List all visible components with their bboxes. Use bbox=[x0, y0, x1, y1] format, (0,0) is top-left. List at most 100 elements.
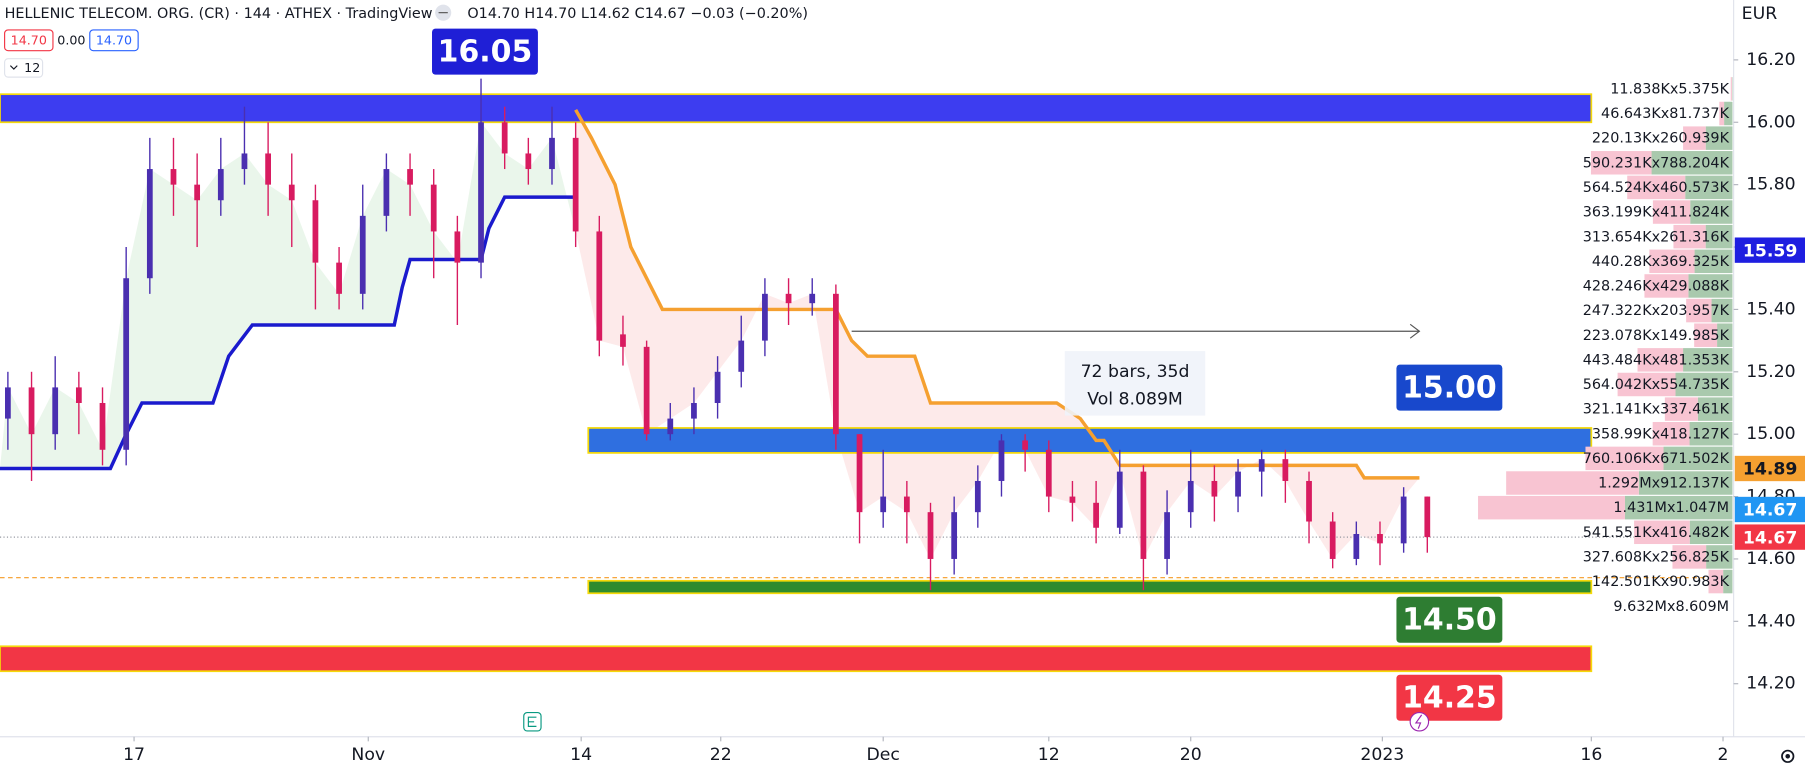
dividend-icon[interactable] bbox=[1409, 711, 1430, 732]
vp-buy bbox=[1705, 126, 1733, 150]
candle-body bbox=[312, 200, 319, 263]
x-tick-label: 14 bbox=[570, 745, 592, 765]
price-axis-bg bbox=[1733, 0, 1805, 773]
vp-sell bbox=[1634, 520, 1690, 545]
candle-body bbox=[288, 184, 295, 201]
candle-body bbox=[667, 418, 674, 435]
bid: 14.70 bbox=[11, 32, 47, 47]
y-tick-label: 14.60 bbox=[1746, 549, 1795, 569]
measure-arrow bbox=[1409, 323, 1421, 339]
candle-body bbox=[596, 231, 603, 341]
candle-body bbox=[1164, 512, 1170, 559]
y-tick-label: 16.20 bbox=[1746, 50, 1795, 70]
y-tick-label: 15.00 bbox=[1746, 424, 1795, 444]
ohlc-values: O14.70 H14.70 L14.62 C14.67 −0.03 (−0.20… bbox=[467, 6, 808, 22]
x-tick-label: 2023 bbox=[1360, 745, 1404, 765]
candle-body bbox=[1258, 459, 1265, 472]
zone-label-box bbox=[1396, 364, 1503, 411]
vp-label: 247.322Kx203.957K bbox=[1583, 303, 1730, 319]
price-tag-label: 15.59 bbox=[1743, 241, 1798, 261]
vp-buy bbox=[1731, 77, 1733, 101]
vp-sell bbox=[1652, 200, 1691, 224]
price-tag bbox=[1734, 455, 1805, 482]
candle-body bbox=[1377, 533, 1383, 544]
candle-body bbox=[1424, 496, 1431, 538]
vp-label: 541.551Kx416.482K bbox=[1583, 525, 1730, 541]
x-tick-label: Nov bbox=[351, 745, 385, 765]
vp-sell bbox=[1649, 249, 1695, 274]
vp-label: 313.654Kx261.316K bbox=[1583, 229, 1730, 245]
candle-body bbox=[217, 169, 224, 201]
candle-body bbox=[430, 184, 437, 232]
vp-sell bbox=[1478, 495, 1625, 520]
indicators-toggle[interactable] bbox=[4, 58, 44, 78]
candle-body bbox=[170, 169, 177, 185]
supertrend-line bbox=[0, 195, 576, 471]
x-tick-label: 2 bbox=[1718, 745, 1729, 765]
price-tag-label: 14.67 bbox=[1743, 528, 1798, 548]
zone-label-box bbox=[432, 28, 538, 75]
candle-body bbox=[738, 340, 745, 372]
bid-box[interactable] bbox=[4, 29, 54, 52]
vp-buy bbox=[1711, 298, 1733, 323]
vp-buy bbox=[1663, 446, 1733, 471]
earnings-icon[interactable] bbox=[523, 711, 542, 732]
vp-buy bbox=[1689, 520, 1733, 545]
x-tick-label: 17 bbox=[123, 745, 145, 765]
settings-icon[interactable] bbox=[1781, 749, 1795, 763]
symbol-title[interactable]: HELLENIC TELECOM. ORG. (CR) · 144 · ATHE… bbox=[5, 6, 433, 22]
zone bbox=[587, 579, 1593, 595]
candle-body bbox=[1116, 471, 1123, 528]
vp-buy bbox=[1683, 348, 1733, 372]
measure-label: Vol 8.089M bbox=[1087, 389, 1183, 409]
candle-body bbox=[75, 387, 82, 403]
candle-body bbox=[99, 402, 106, 450]
vp-sell bbox=[1730, 77, 1732, 101]
vp-label: 358.99Kx418.127K bbox=[1592, 426, 1730, 442]
x-tick-label: 16 bbox=[1580, 745, 1602, 765]
vp-label: 11.838Kx5.375K bbox=[1610, 81, 1729, 97]
vp-buy bbox=[1685, 175, 1733, 200]
candle-body bbox=[383, 169, 390, 216]
ask: 14.70 bbox=[96, 32, 132, 47]
currency[interactable]: EUR bbox=[1742, 4, 1778, 24]
x-tick-label: 12 bbox=[1038, 745, 1060, 765]
price-tag bbox=[1734, 524, 1805, 550]
candle-body bbox=[1306, 480, 1312, 522]
vp-label: 321.141Kx337.461K bbox=[1583, 402, 1730, 418]
y-tick-label: 15.20 bbox=[1746, 362, 1795, 382]
vp-label: 440.28Kx369.325K bbox=[1592, 254, 1730, 270]
candle-body bbox=[643, 346, 650, 435]
candle-body bbox=[359, 215, 366, 294]
candle-body bbox=[52, 387, 59, 435]
vp-label: 760.106Kx671.502K bbox=[1583, 451, 1730, 467]
candle-body bbox=[5, 387, 11, 419]
vp-buy bbox=[1624, 495, 1733, 520]
zone-label-box bbox=[1396, 674, 1503, 721]
vp-label: 1.292Mx912.137K bbox=[1598, 476, 1730, 492]
vp-sell bbox=[1719, 101, 1725, 126]
candle-body bbox=[762, 293, 768, 341]
zone-label-box bbox=[1396, 596, 1503, 643]
candle-body bbox=[1400, 496, 1407, 544]
vp-sell bbox=[1664, 397, 1698, 421]
candle-body bbox=[478, 122, 484, 263]
vp-label: 564.042Kx554.735K bbox=[1583, 377, 1730, 393]
ask-box[interactable] bbox=[89, 29, 139, 52]
candle-body bbox=[785, 293, 792, 304]
candle-body bbox=[1045, 449, 1052, 497]
vp-buy bbox=[1651, 151, 1733, 175]
vp-sell bbox=[1673, 224, 1706, 249]
vp-label: 363.199Kx411.824K bbox=[1583, 205, 1730, 221]
vp-label: 142.501Kx90.983K bbox=[1592, 574, 1730, 590]
vp-sell bbox=[1708, 569, 1724, 594]
candle-body bbox=[1329, 521, 1336, 559]
vp-sell bbox=[1627, 175, 1686, 200]
candle-body bbox=[336, 262, 342, 294]
spread: 0.00 bbox=[57, 32, 85, 47]
vp-buy bbox=[1724, 101, 1733, 126]
zone bbox=[0, 93, 1593, 124]
zone-label: 16.05 bbox=[438, 34, 533, 69]
vp-label: 1.431Mx1.047M bbox=[1613, 500, 1729, 516]
